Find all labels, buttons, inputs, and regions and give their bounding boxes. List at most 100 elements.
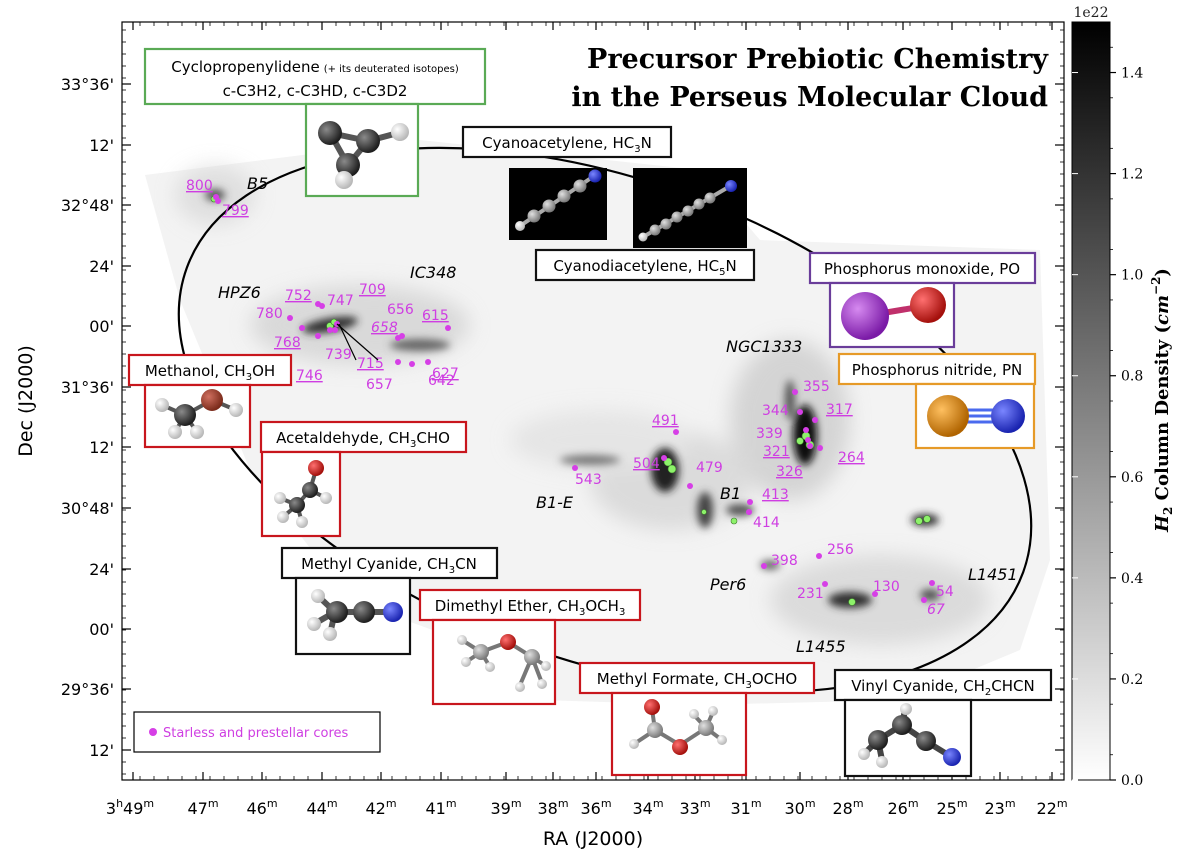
ra-tick-label: 36m: [580, 797, 611, 818]
core-label: 768: [274, 335, 301, 351]
core-label: 627: [432, 366, 459, 382]
region-label-ic348: IC348: [410, 263, 456, 282]
legend-label: Starless and prestellar cores: [163, 726, 349, 741]
core-marker: [822, 581, 828, 587]
svg-text:Methyl Formate, CH3OCHO: Methyl Formate, CH3OCHO: [597, 670, 798, 691]
core-marker: [872, 591, 878, 597]
core-marker: [747, 499, 753, 505]
core-label: 256: [827, 542, 854, 558]
colorbar-scale: 1e22: [1073, 5, 1108, 21]
core-marker: [817, 445, 823, 451]
core-label: 264: [838, 450, 865, 466]
core-label: 479: [696, 460, 723, 476]
dec-tick-label: 29°36': [61, 680, 114, 699]
ra-tick-label: 25m: [936, 797, 967, 818]
region-label-b5: B5: [247, 174, 268, 193]
x-axis-label: RA (J2000): [543, 828, 643, 850]
box-methyl-formate: Methyl Formate, CH3OCHO: [578, 661, 816, 777]
colorbar-tick-label: 0.4: [1121, 571, 1143, 587]
legend-marker: [149, 728, 157, 736]
core-marker: [661, 455, 667, 461]
box-phosphorus-nitride: Phosphorus nitride, PN: [837, 352, 1037, 450]
ra-tick-label: 42m: [365, 797, 396, 818]
core-label: 658: [371, 320, 398, 336]
core-label: 642: [428, 373, 455, 389]
core-marker: [445, 325, 451, 331]
core-marker: [395, 359, 401, 365]
dec-tick-label: 24': [89, 257, 114, 276]
box-cyanoacetylene: Cyanoacetylene, HC3N: [461, 125, 673, 240]
core-marker: [327, 327, 333, 333]
ra-tick-label: 26m: [887, 797, 918, 818]
region-label-hpz6: HPZ6: [218, 283, 261, 302]
colorbar: [1071, 21, 1111, 781]
ra-tick-label: 31m: [730, 797, 761, 818]
dec-tick-label: 00': [89, 317, 114, 336]
core-label: 413: [762, 487, 789, 503]
dec-tick-label: 12': [89, 741, 114, 760]
colorbar-ticks: 0.0 0.2 0.4 0.6 0.8 1.0 1.2 1.4: [1072, 46, 1143, 789]
core-marker: [746, 509, 752, 515]
ra-tick-label: 22m: [1036, 797, 1067, 818]
svg-text:Cyanodiacetylene, HC5N: Cyanodiacetylene, HC5N: [553, 257, 736, 278]
core-label: 543: [575, 472, 602, 488]
core-marker: [929, 580, 935, 586]
svg-text:Acetaldehyde, CH3CHO: Acetaldehyde, CH3CHO: [276, 429, 450, 450]
svg-text:Methyl Cyanide, CH3CN: Methyl Cyanide, CH3CN: [301, 555, 477, 576]
core-label: 657: [366, 377, 393, 393]
core-marker: [409, 361, 415, 367]
core-marker: [315, 333, 321, 339]
core-label: 746: [296, 368, 323, 384]
core-marker: [572, 465, 578, 471]
ra-tick-label: 39m: [490, 797, 521, 818]
core-markers: [213, 194, 935, 603]
core-marker: [807, 443, 813, 449]
colorbar-label: H2 Column Density (cm−2): [1149, 268, 1175, 533]
region-label-l1451: L1451: [968, 565, 1018, 584]
ra-tick-label: 41m: [425, 797, 456, 818]
ra-ticks: 3h49m 47m 46m 44m 42m 41m 39m 38m 36m 34m 33m 31m 30…: [106, 22, 1068, 818]
core-label: 414: [753, 515, 780, 531]
core-label: 656: [387, 302, 414, 318]
core-marker: [805, 437, 811, 443]
core-label: 491: [652, 413, 679, 429]
core-marker: [319, 303, 325, 309]
colorbar-tick-label: 0.8: [1121, 369, 1143, 385]
box-methyl-cyanide: Methyl Cyanide, CH3CN: [280, 546, 499, 656]
core-label: 317: [826, 402, 853, 418]
core-marker: [803, 427, 809, 433]
core-label: 739: [325, 347, 352, 363]
connector-lines: [336, 323, 379, 361]
colorbar-tick-label: 0.2: [1121, 672, 1143, 688]
box-dimethyl-ether: Dimethyl Ether, CH3OCH3: [418, 588, 642, 706]
core-marker: [792, 389, 798, 395]
dec-tick-label: 12': [89, 438, 114, 457]
core-marker: [425, 359, 431, 365]
core-label: 398: [771, 553, 798, 569]
svg-text:Methanol, CH3OH: Methanol, CH3OH: [145, 362, 275, 383]
core-marker: [399, 333, 405, 339]
core-marker: [921, 597, 927, 603]
svg-text:Cyanoacetylene, HC3N: Cyanoacetylene, HC3N: [482, 134, 652, 155]
ra-tick-label: 3h49m: [106, 797, 154, 818]
svg-text:Phosphorus monoxide, PO: Phosphorus monoxide, PO: [824, 260, 1020, 278]
core-label: 615: [422, 308, 449, 324]
ra-tick-label: 28m: [832, 797, 863, 818]
figure-title-line1: Precursor Prebiotic Chemistry: [587, 44, 1049, 75]
ra-tick-label: 46m: [246, 797, 277, 818]
core-label: 54: [936, 584, 954, 600]
ra-tick-label: 23m: [984, 797, 1015, 818]
region-label-l1455: L1455: [796, 637, 846, 656]
core-label: 231: [797, 586, 824, 602]
figure-title-line2: in the Perseus Molecular Cloud: [571, 82, 1048, 113]
svg-text:Cyclopropenylidene(+ its deute: Cyclopropenylidene (+ its deuterated isot…: [171, 58, 459, 76]
colorbar-tick-label: 1.4: [1121, 66, 1143, 82]
core-label: 800: [186, 178, 213, 194]
box-acetaldehyde: Acetaldehyde, CH3CHO: [259, 420, 468, 538]
dec-tick-label: 32°48': [61, 196, 114, 215]
core-label: 355: [803, 379, 830, 395]
core-label: 752: [285, 288, 312, 304]
colorbar-tick-label: 1.0: [1121, 268, 1143, 284]
dec-tick-label: 12': [89, 136, 114, 155]
core-label: 715: [357, 356, 384, 372]
